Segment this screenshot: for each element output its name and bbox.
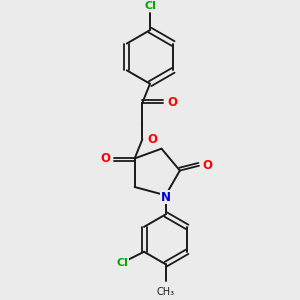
- Text: O: O: [147, 133, 157, 146]
- Text: CH₃: CH₃: [157, 287, 175, 297]
- Text: O: O: [100, 152, 110, 165]
- Text: Cl: Cl: [144, 1, 156, 11]
- Text: Cl: Cl: [116, 258, 128, 268]
- Text: O: O: [202, 159, 213, 172]
- Text: N: N: [160, 191, 171, 204]
- Text: O: O: [167, 96, 177, 110]
